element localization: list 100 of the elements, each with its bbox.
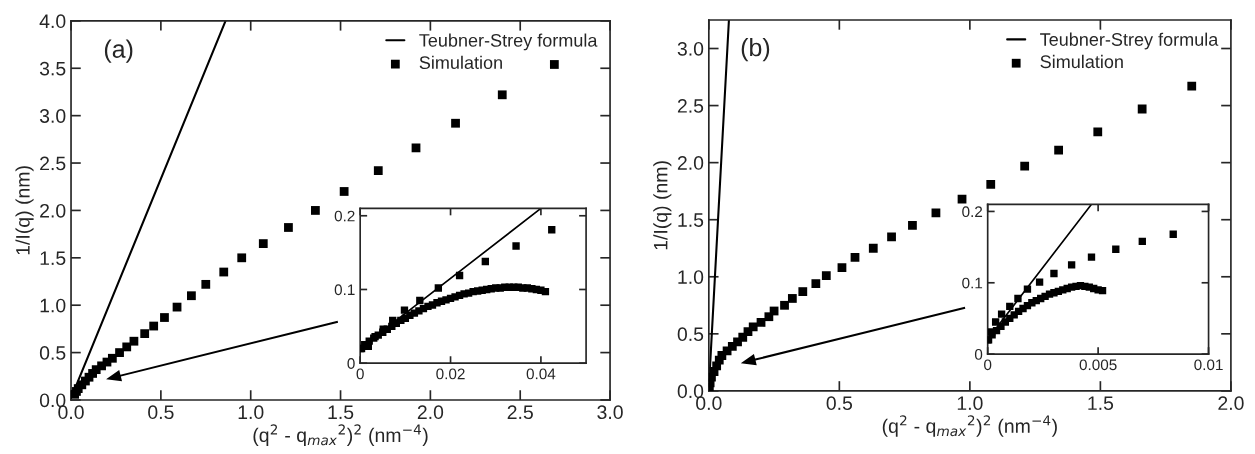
point — [787, 294, 797, 303]
x-tick-label: 0.04 — [526, 368, 556, 380]
point — [868, 243, 878, 253]
x-tick-label: 0 — [356, 368, 364, 380]
x-tick-label: 1.0 — [238, 405, 264, 420]
point — [1137, 104, 1147, 114]
legend-label: Teubner-Strey formula — [419, 33, 598, 51]
point — [957, 194, 967, 204]
point — [549, 60, 559, 69]
point — [1050, 269, 1058, 278]
point — [481, 257, 490, 266]
point — [434, 284, 443, 292]
point — [201, 279, 211, 289]
x-tick-label: 2.0 — [1218, 396, 1244, 411]
point — [411, 143, 421, 153]
point — [219, 267, 229, 277]
y-axis-title: 1/I(q) (nm) — [15, 166, 34, 255]
y-tick-label: 2.5 — [677, 99, 704, 113]
annotation: (b) — [741, 38, 770, 62]
point — [780, 300, 789, 310]
x-tick-label: 0.5 — [826, 396, 853, 411]
x-tick-label: 1.5 — [1088, 396, 1114, 411]
point — [548, 226, 556, 234]
y-tick-label: 1.0 — [678, 270, 704, 284]
legend-label: Simulation — [1040, 54, 1123, 69]
y-tick-label: 0.1 — [334, 284, 355, 296]
point — [512, 242, 520, 250]
point — [850, 252, 860, 262]
y-tick-label: 1.5 — [678, 213, 704, 227]
point — [1098, 286, 1107, 295]
point — [887, 232, 896, 242]
point — [764, 312, 774, 322]
point — [541, 288, 550, 296]
point — [1112, 245, 1120, 253]
point — [811, 279, 821, 288]
point — [1035, 278, 1044, 286]
point — [931, 208, 941, 218]
y-tick-label: 0.2 — [962, 206, 983, 218]
point — [373, 166, 383, 176]
y-tick-label: 4.0 — [39, 14, 66, 29]
point — [908, 221, 917, 230]
point — [258, 239, 268, 248]
point — [1006, 302, 1014, 310]
x-tick-label: 0.005 — [1079, 359, 1117, 371]
point — [1020, 161, 1030, 171]
y-tick-label: 3.0 — [39, 109, 66, 123]
point — [1138, 237, 1146, 246]
y-tick-label: 0.2 — [334, 210, 355, 222]
y-tick-label: 0.5 — [677, 327, 704, 342]
point — [821, 271, 831, 281]
legend-label: Teubner-Strey formula — [1040, 32, 1219, 50]
x-tick-label: 0.02 — [436, 368, 465, 380]
point — [311, 206, 320, 215]
x-tick-label: 2.0 — [417, 405, 444, 420]
y-tick-label: 0 — [974, 348, 983, 360]
point — [1187, 81, 1197, 91]
x-tick-label: 0.5 — [148, 405, 174, 420]
point — [1169, 230, 1177, 238]
annotation: (a) — [104, 39, 133, 63]
x-tick-label: 0.01 — [1194, 359, 1223, 371]
x-tick-label: 3.0 — [597, 405, 623, 420]
point — [339, 187, 349, 196]
point — [997, 310, 1006, 318]
y-tick-label: 1.5 — [40, 251, 66, 266]
y-tick-label: 0.1 — [962, 277, 983, 289]
point — [986, 179, 996, 189]
point — [1093, 127, 1103, 137]
point — [1054, 145, 1064, 155]
y-tick-label: 0.5 — [39, 346, 66, 360]
point — [1067, 261, 1076, 269]
point — [1023, 285, 1032, 293]
point — [160, 313, 169, 322]
point — [1087, 253, 1096, 261]
point — [455, 271, 464, 280]
point — [284, 223, 293, 232]
x-tick-label: 0 — [984, 359, 992, 371]
y-axis-title: 1/I(q) (nm) — [653, 161, 672, 250]
y-tick-label: 2.0 — [677, 156, 704, 170]
point — [115, 348, 124, 357]
point — [129, 336, 139, 346]
legend-label: Simulation — [419, 55, 502, 70]
point — [497, 90, 507, 100]
point — [451, 118, 460, 128]
point — [1014, 294, 1022, 303]
y-tick-label: 2.0 — [40, 203, 66, 218]
point — [798, 287, 808, 296]
point — [237, 253, 247, 263]
y-tick-label: 1.0 — [40, 298, 66, 313]
point — [416, 296, 424, 305]
point — [140, 329, 150, 339]
text: (q$^{2}$ - q$_{max}$$^{2}$)$^{2}$ (nm$^{−4}$) — [253, 424, 428, 446]
y-tick-label: 3.0 — [677, 41, 704, 56]
y-tick-label: 3.5 — [39, 61, 66, 76]
point — [400, 306, 409, 314]
point — [187, 291, 196, 301]
point — [149, 321, 159, 331]
text: (q$^{2}$ - q$_{max}$$^{2}$)$^{2}$ (nm$^{−4}$) — [882, 415, 1057, 437]
x-tick-label: 2.5 — [507, 405, 533, 420]
point — [837, 263, 847, 273]
y-tick-label: 2.5 — [40, 156, 66, 171]
